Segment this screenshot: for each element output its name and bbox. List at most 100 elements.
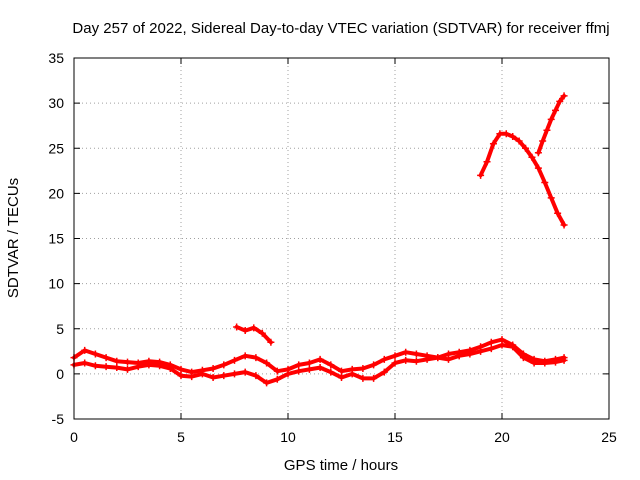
data-point [402,356,410,364]
data-point [316,355,324,363]
data-point [560,221,568,229]
x-tick-label: 25 [601,429,617,445]
data-point [316,364,324,372]
data-point [359,374,367,382]
data-point [483,158,491,166]
data-point [252,372,260,380]
x-tick-label: 0 [70,429,78,445]
data-point [267,338,275,346]
data-point [348,370,356,378]
data-point [554,209,562,217]
data-point [81,359,89,367]
x-tick-label: 5 [177,429,185,445]
data-point [391,359,399,367]
data-point [380,355,388,363]
chart-title: Day 257 of 2022, Sidereal Day-to-day VTE… [72,20,609,37]
data-point [177,372,185,380]
data-point [166,364,174,372]
data-point [231,370,238,378]
y-tick-label: 30 [48,95,64,111]
y-tick-label: 0 [56,366,64,382]
data-point [252,354,260,362]
data-point [102,354,110,362]
data-point [209,364,217,372]
data-point [198,370,206,378]
data-point [258,329,266,337]
data-point [552,358,559,366]
y-tick-label: 10 [48,276,64,292]
y-axis-label: SDTVAR / TECUs [5,178,22,298]
data-point [528,153,536,161]
axis-ticks: 0 5 10 15 20 25 -5 0 5 10 15 20 25 30 35 [48,50,617,445]
data-point [487,338,495,346]
data-point [231,356,238,364]
data-point [477,347,485,355]
data-point [502,130,510,138]
data-point [102,363,110,371]
data-point [496,130,504,138]
data-point [522,144,530,152]
data-point [547,115,555,123]
data-point [391,352,399,360]
data-point [423,355,431,363]
data-marks [70,92,568,387]
data-point [547,194,555,202]
data-point [534,164,542,172]
data-point [91,362,99,370]
data-point [541,179,549,187]
y-tick-label: -5 [52,411,65,427]
data-point [124,365,131,373]
data-point [145,361,153,369]
data-point [552,106,559,114]
data-point [487,345,495,353]
x-axis-label: GPS time / hours [284,457,398,474]
data-point [284,370,292,378]
y-tick-label: 5 [56,321,64,337]
data-point [370,361,378,369]
data-point [541,359,549,367]
data-point [338,367,345,375]
data-point [124,358,131,366]
data-point [380,368,388,376]
data-point [327,361,335,369]
data-point [515,137,523,145]
data-point [263,379,271,387]
data-point [412,357,420,365]
data-point [273,367,281,375]
y-tick-label: 35 [48,50,64,66]
data-point [295,361,303,369]
data-point [209,373,217,381]
data-point [241,352,249,360]
data-point [370,374,378,382]
data-point [509,343,517,351]
data-point [134,363,142,371]
data-point [477,171,485,179]
data-point [327,368,335,376]
data-point [412,350,420,358]
data-point [338,373,345,381]
data-point [543,126,551,134]
data-point [220,372,228,380]
data-point [556,97,564,105]
data-point [305,359,313,367]
y-tick-label: 20 [48,185,64,201]
data-point [498,341,506,349]
data-point [539,137,547,145]
data-point [560,92,568,100]
data-point [489,140,497,148]
data-point [241,327,249,335]
data-point [519,354,527,362]
data-point [177,365,185,373]
y-tick-label: 25 [48,140,64,156]
data-point [233,323,241,331]
series-line-trace-d [478,131,567,227]
data-point [81,346,89,354]
data-point [91,350,99,358]
data-point [434,354,442,362]
grid [74,58,609,419]
x-tick-label: 20 [494,429,510,445]
data-point [455,352,463,360]
data-point [560,356,568,364]
data-point [445,355,452,363]
